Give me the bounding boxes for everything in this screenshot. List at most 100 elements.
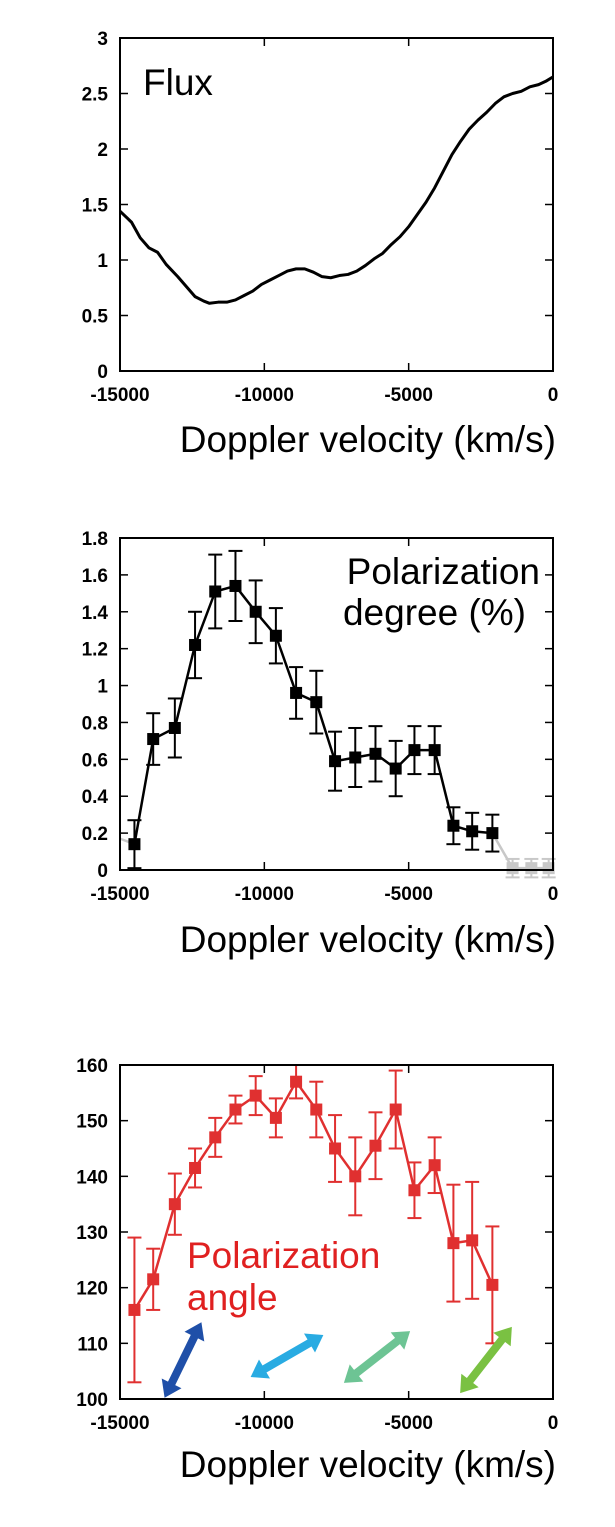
data-point [128,838,141,851]
polarization-degree-panel: -15000 -10000 -5000 0 0 0.2 0.4 0.6 0.8 1 1.2 1.4 1.… [82,529,559,960]
data-point [369,1139,382,1152]
arrow-shape [460,1326,512,1394]
y-tick-label: 0.6 [82,750,108,771]
chart-title-line: angle [187,1277,278,1318]
x-tick-label: 0 [548,1413,559,1434]
chart-title-line: degree (%) [343,592,526,633]
y-tick-label: 160 [76,1056,108,1077]
y-tick-label: 0.8 [82,713,108,734]
data-point [147,1273,160,1286]
data-point [209,585,222,598]
data-point [249,605,262,618]
data-point [428,744,441,757]
x-tick-label: -15000 [90,385,149,406]
data-point [349,1170,362,1183]
data-point [486,827,499,840]
data-point [229,1103,242,1116]
data-point [229,579,242,592]
data-point [349,751,362,764]
orientation-arrow-icon [161,1322,205,1398]
x-axis-label: Doppler velocity (km/s) [180,919,556,960]
flux-line [118,75,554,305]
x-axis-label: Doppler velocity (km/s) [180,1444,556,1485]
x-tick-label: -5000 [384,385,433,406]
data-point [189,638,202,651]
y-tick-label: 120 [76,1279,108,1300]
y-tick-label: 2 [97,140,108,161]
data-point [329,1142,342,1155]
y-tick-label: 0 [97,861,108,882]
data-point [168,721,181,734]
x-tick-label: -10000 [235,1413,294,1434]
faint-data-point [506,862,519,875]
polarization-angle-panel: -15000 -10000 -5000 0 100 110 120 130 140 150 160 D… [76,1056,558,1485]
data-point [329,755,342,768]
data-point [389,762,402,775]
x-axis-label: Doppler velocity (km/s) [180,419,556,460]
data-point [249,1089,262,1102]
faint-data-point [525,862,538,875]
y-tick-label: 130 [76,1223,108,1244]
data-point [310,1103,323,1116]
arrow-shape [343,1331,411,1383]
chart-title-line: Polarization [347,551,540,592]
data-point [408,1184,421,1197]
data-point [128,1303,141,1316]
y-tick-label: 0 [97,362,108,383]
x-tick-label: -5000 [384,884,433,905]
data-point [209,1131,222,1144]
orientation-arrow-icon [460,1326,512,1394]
y-tick-label: 1 [97,251,108,272]
data-point [147,733,160,746]
plot-frame [119,1064,554,1400]
y-tick-label: 0.5 [82,307,109,328]
y-tick-label: 110 [77,1334,108,1355]
plot-frame [119,537,554,871]
data-point [310,696,323,709]
data-point [168,1198,181,1211]
y-tick-label: 1 [97,677,108,698]
arrow-shape [250,1333,324,1379]
data-point [290,1075,303,1088]
plot-frame [119,37,554,372]
data-point [269,1111,282,1124]
data-point [269,629,282,642]
data-point [389,1103,402,1116]
flux-panel: -15000 -10000 -5000 0 0 0.5 1 1.5 2 2.5 3 Doppler v… [82,29,559,460]
y-tick-label: 140 [76,1167,108,1188]
x-tick-label: 0 [548,884,559,905]
faint-series-line [491,832,549,870]
faint-data-point [542,862,555,875]
y-tick-label: 1.5 [82,196,109,217]
x-tick-label: -10000 [235,385,294,406]
y-tick-label: 0.2 [82,824,108,845]
y-tick-label: 2.5 [82,85,109,106]
y-tick-label: 150 [76,1112,108,1133]
data-point [447,819,460,832]
x-tick-label: -15000 [90,884,149,905]
chart-title-line: Polarization [187,1235,380,1276]
chart-title: Flux [143,62,213,103]
x-tick-label: -5000 [384,1413,433,1434]
data-point [428,1159,441,1172]
arrow-shape [161,1322,205,1398]
data-point [290,686,303,699]
data-point [189,1161,202,1174]
data-point [466,825,479,838]
y-tick-label: 1.4 [82,603,109,624]
x-tick-label: -15000 [90,1413,149,1434]
data-point [408,744,421,757]
y-tick-label: 0.4 [82,787,109,808]
orientation-arrow-icon [343,1331,411,1383]
x-tick-label: -10000 [235,884,294,905]
y-tick-label: 1.6 [82,566,108,587]
y-tick-label: 1.2 [82,640,108,661]
data-point [466,1234,479,1247]
data-point [369,747,382,760]
orientation-arrow-icon [250,1333,324,1379]
data-point [486,1278,499,1291]
data-point [447,1237,460,1250]
y-tick-label: 1.8 [82,529,108,550]
y-tick-label: 3 [97,29,108,50]
